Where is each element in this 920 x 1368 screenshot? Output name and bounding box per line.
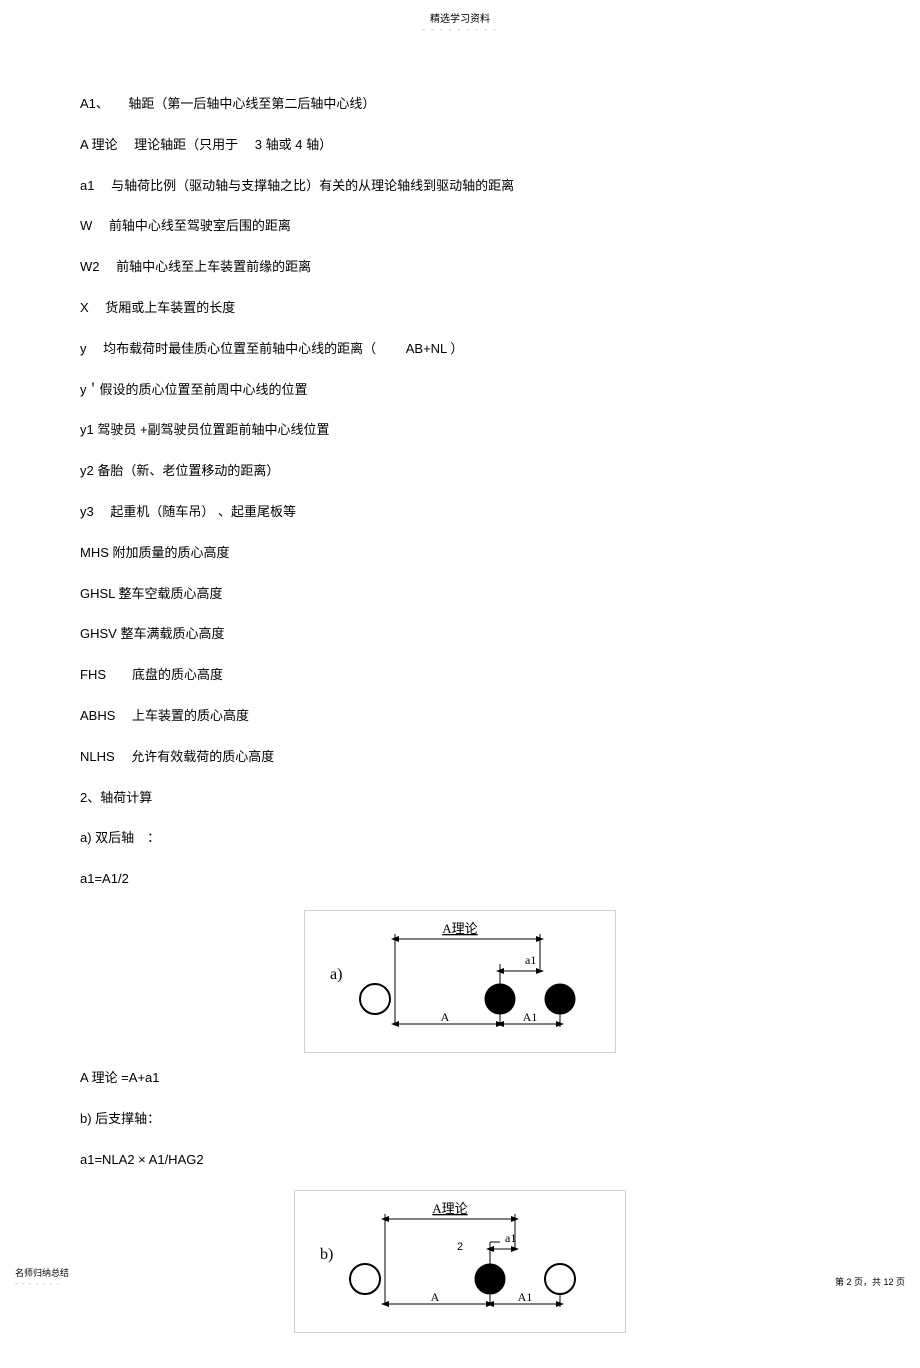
diagram-b-A-label: A xyxy=(431,1290,440,1304)
footer-left-text: 名师归纳总结 xyxy=(15,1266,69,1279)
text-line: y＇假设的质心位置至前周中心线的位置 xyxy=(80,380,840,401)
text-line: ABHS 上车装置的质心高度 xyxy=(80,706,840,727)
page-number: 2 xyxy=(0,1241,920,1253)
document-content: A1、 轴距（第一后轴中心线至第二后轴中心线） A 理论 理论轴距（只用于 3 … xyxy=(0,34,920,1368)
text-line: y3 起重机（随车吊） 、起重尾板等 xyxy=(80,502,840,523)
text-line: a) 双后轴 ： xyxy=(80,828,840,849)
text-line: y 均布载荷时最佳质心位置至前轴中心线的距离（ AB+NL ） xyxy=(80,339,840,360)
footer-right: 第 2 页，共 12 页 xyxy=(835,1275,905,1288)
diagram-b-A1-label: A1 xyxy=(518,1290,533,1304)
text-line: GHSV 整车满载质心高度 xyxy=(80,624,840,645)
header-dots: - - - - - - - - - xyxy=(0,25,920,34)
diagram-a-label: a) xyxy=(330,966,342,983)
text-line: W2 前轴中心线至上车装置前缘的距离 xyxy=(80,257,840,278)
diagram-b-svg: A理论 b) a1 xyxy=(305,1199,605,1319)
text-line: A1、 轴距（第一后轴中心线至第二后轴中心线） xyxy=(80,94,840,115)
text-line: X 货厢或上车装置的长度 xyxy=(80,298,840,319)
text-line: a1=A1/2 xyxy=(80,869,840,890)
text-line: NLHS 允许有效载荷的质心高度 xyxy=(80,747,840,768)
diagram-a-svg: A理论 a) a1 xyxy=(315,919,595,1039)
diagram-a-a1-label: a1 xyxy=(525,953,536,967)
diagram-a-A1-label: A1 xyxy=(523,1010,538,1024)
text-line: MHS 附加质量的质心高度 xyxy=(80,543,840,564)
footer-left: 名师归纳总结 - - - - - - - xyxy=(15,1266,69,1288)
diagram-a-A-label: A xyxy=(441,1010,450,1024)
diagram-a-title: A理论 xyxy=(442,921,477,936)
text-line: W 前轴中心线至驾驶室后围的距离 xyxy=(80,216,840,237)
text-line: b) 后支撑轴： xyxy=(80,1109,840,1130)
text-line: GHSL 整车空载质心高度 xyxy=(80,584,840,605)
diagram-a-container: A理论 a) a1 xyxy=(80,910,840,1053)
diagram-b: A理论 b) a1 xyxy=(294,1190,626,1333)
text-line: FHS 底盘的质心高度 xyxy=(80,665,840,686)
header-title: 精选学习资料 xyxy=(0,0,920,25)
text-line: a1=NLA2 × A1/HAG2 xyxy=(80,1150,840,1171)
footer-left-dots: - - - - - - - xyxy=(15,1279,69,1288)
text-line: a1 与轴荷比例（驱动轴与支撑轴之比）有关的从理论轴线到驱动轴的距离 xyxy=(80,176,840,197)
text-line: y2 备胎（新、老位置移动的距离） xyxy=(80,461,840,482)
text-line: A 理论 =A+a1 xyxy=(80,1068,840,1089)
diagram-b-title: A理论 xyxy=(432,1201,467,1216)
text-line: A 理论 理论轴距（只用于 3 轴或 4 轴） xyxy=(80,135,840,156)
text-line: 2、轴荷计算 xyxy=(80,788,840,809)
text-line: y1 驾驶员 +副驾驶员位置距前轴中心线位置 xyxy=(80,420,840,441)
diagram-a: A理论 a) a1 xyxy=(304,910,616,1053)
diagram-b-container: A理论 b) a1 xyxy=(80,1190,840,1333)
